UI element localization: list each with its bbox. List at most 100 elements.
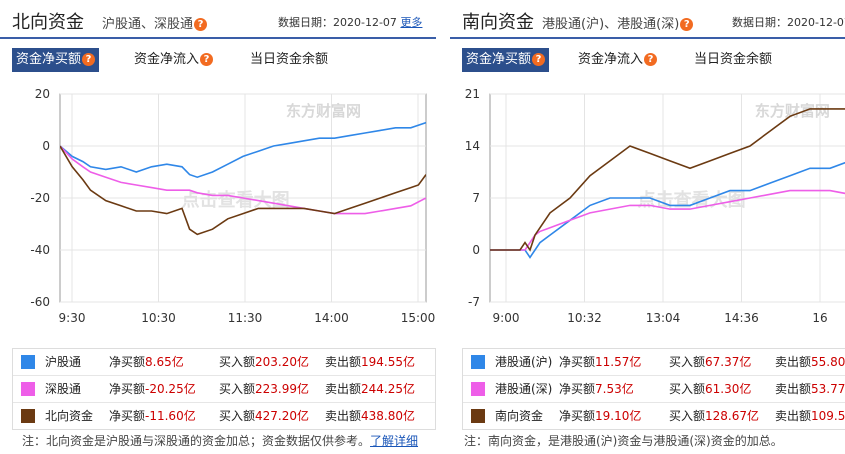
legend-buy: 买入额128.67亿 xyxy=(669,403,759,429)
series-line-1 xyxy=(490,161,845,259)
legend-row: 北向资金 净买额-11.60亿 买入额427.20亿 卖出额438.80亿 xyxy=(13,403,435,429)
detail-link[interactable]: 了解详细 xyxy=(370,434,419,448)
legend-net: 净买额-20.25亿 xyxy=(109,376,196,402)
legend-swatch xyxy=(21,409,35,423)
x-tick-label: 14:00 xyxy=(314,311,349,325)
legend-sell: 卖出额244.25亿 xyxy=(325,376,415,402)
legend-buy-value: 203.20亿 xyxy=(255,355,310,369)
legend-buy-value: 61.30亿 xyxy=(705,382,752,396)
legend-buy-value: 223.99亿 xyxy=(255,382,310,396)
legend-net: 净买额11.57亿 xyxy=(559,349,641,375)
series-line-2 xyxy=(60,145,426,215)
legend-buy-label: 买入额 xyxy=(669,382,706,396)
x-tick-label: 9:30 xyxy=(59,311,86,325)
tab-label: 资金净流入 xyxy=(578,52,644,67)
legend-net-value: 8.65亿 xyxy=(145,355,184,369)
tab-label: 当日资金余额 xyxy=(694,52,773,67)
legend-sell: 卖出额194.55亿 xyxy=(325,349,415,375)
y-tick-label: 7 xyxy=(472,191,480,205)
south-subtitle: 港股通(沪)、港股通(深)? xyxy=(542,13,694,32)
legend-buy-value: 427.20亿 xyxy=(255,409,310,423)
north-title: 北向资金 xyxy=(12,12,84,33)
legend-name: 南向资金 xyxy=(495,409,544,423)
legend-sell-label: 卖出额 xyxy=(775,355,812,369)
legend-net: 净买额8.65亿 xyxy=(109,349,184,375)
south-panel: 南向资金 港股通(沪)、港股通(深)? 数据日期：2020-12-07 资金净买… xyxy=(450,0,845,454)
north-subtitle: 沪股通、深股通? xyxy=(102,13,208,32)
tab-label: 当日资金余额 xyxy=(250,52,329,67)
more-link[interactable]: 更多 xyxy=(400,16,423,29)
legend-buy: 买入额61.30亿 xyxy=(669,376,751,402)
tab-label: 资金净流入 xyxy=(134,52,200,67)
legend-sell: 卖出额55.80亿 xyxy=(775,349,845,375)
legend-sell-label: 卖出额 xyxy=(325,409,362,423)
watermark-logo: 东方财富网 xyxy=(286,102,361,120)
north-legend: 沪股通 净买额8.65亿 买入额203.20亿 卖出额194.55亿 深股通 净买额-20… xyxy=(12,348,436,430)
legend-net-value: -11.60亿 xyxy=(145,409,196,423)
legend-sell-value: 194.55亿 xyxy=(361,355,416,369)
tab-net-buy[interactable]: 资金净买额? xyxy=(12,48,100,72)
legend-buy-label: 买入额 xyxy=(219,355,256,369)
tab-net-inflow[interactable]: 资金净流入? xyxy=(574,48,661,72)
y-tick-label: 14 xyxy=(465,139,480,153)
legend-name: 北向资金 xyxy=(45,409,94,423)
tab-label: 资金净买额 xyxy=(466,52,532,67)
y-tick-label: -7 xyxy=(468,295,480,309)
south-subtitle-text: 港股通(沪)、港股通(深) xyxy=(542,17,680,32)
x-tick-label: 10:30 xyxy=(141,311,176,325)
legend-sell-value: 55.80亿 xyxy=(811,355,845,369)
y-tick-label: -40 xyxy=(30,243,50,257)
legend-sell-value: 244.25亿 xyxy=(361,382,416,396)
tab-balance[interactable]: 当日资金余额 xyxy=(690,48,776,72)
legend-sell-label: 卖出额 xyxy=(325,355,362,369)
help-icon[interactable]: ? xyxy=(200,53,214,66)
legend-buy-value: 128.67亿 xyxy=(705,409,760,423)
legend-buy-label: 买入额 xyxy=(219,409,256,423)
series-line-3 xyxy=(60,145,426,236)
help-icon[interactable]: ? xyxy=(644,53,658,66)
legend-net-value: 19.10亿 xyxy=(595,409,642,423)
north-chart[interactable]: 20 0 -20 -40 -60 9:30 10:30 11:30 14:00 15:00 东方财富… xyxy=(0,76,436,338)
y-tick-label: 0 xyxy=(42,139,50,153)
legend-swatch xyxy=(21,382,35,396)
legend-sell-value: 53.77亿 xyxy=(811,382,845,396)
help-icon[interactable]: ? xyxy=(532,53,546,66)
y-tick-label: 20 xyxy=(35,87,50,101)
watermark-logo: 东方财富网 xyxy=(755,102,830,120)
south-legend: 港股通(沪)净买额11.57亿买入额67.37亿卖出额55.80亿港股通(深)净… xyxy=(462,348,845,430)
help-icon[interactable]: ? xyxy=(194,18,208,31)
y-tick-label: 21 xyxy=(465,87,480,101)
tab-label: 资金净买额 xyxy=(16,52,82,67)
help-icon[interactable]: ? xyxy=(680,18,694,31)
legend-net-label: 净买额 xyxy=(109,355,146,369)
legend-row: 沪股通 净买额8.65亿 买入额203.20亿 卖出额194.55亿 xyxy=(13,349,435,376)
tab-net-inflow[interactable]: 资金净流入? xyxy=(130,48,217,72)
legend-net-value: 7.53亿 xyxy=(595,382,634,396)
legend-net: 净买额19.10亿 xyxy=(559,403,641,429)
note-text: 注：北向资金是沪股通与深股通的资金加总；资金数据仅供参考。 xyxy=(22,434,371,448)
legend-sell-label: 卖出额 xyxy=(325,382,362,396)
legend-buy-label: 买入额 xyxy=(669,355,706,369)
y-tick-label: -60 xyxy=(30,295,50,309)
tab-balance[interactable]: 当日资金余额 xyxy=(246,48,332,72)
north-header: 北向资金 沪股通、深股通? 数据日期：2020-12-07 更多 xyxy=(0,0,436,39)
north-date-text: 数据日期：2020-12-07 xyxy=(278,16,397,29)
legend-net-value: -20.25亿 xyxy=(145,382,196,396)
legend-net-label: 净买额 xyxy=(559,382,596,396)
legend-swatch xyxy=(471,382,485,396)
legend-buy: 买入额223.99亿 xyxy=(219,376,309,402)
tab-net-buy[interactable]: 资金净买额? xyxy=(462,48,550,72)
y-tick-label: -20 xyxy=(30,191,50,205)
series-line-1 xyxy=(60,121,426,179)
legend-name: 沪股通 xyxy=(45,355,82,369)
x-tick-label: 14:36 xyxy=(724,311,759,325)
south-header: 南向资金 港股通(沪)、港股通(深)? 数据日期：2020-12-07 xyxy=(450,0,845,39)
south-note: 注：南向资金，是港股通(沪)资金与港股通(深)资金的加总。 xyxy=(464,434,783,448)
legend-net-label: 净买额 xyxy=(559,409,596,423)
legend-net-label: 净买额 xyxy=(109,409,146,423)
north-note: 注：北向资金是沪股通与深股通的资金加总；资金数据仅供参考。了解详细 xyxy=(22,432,418,449)
help-icon[interactable]: ? xyxy=(82,53,96,66)
